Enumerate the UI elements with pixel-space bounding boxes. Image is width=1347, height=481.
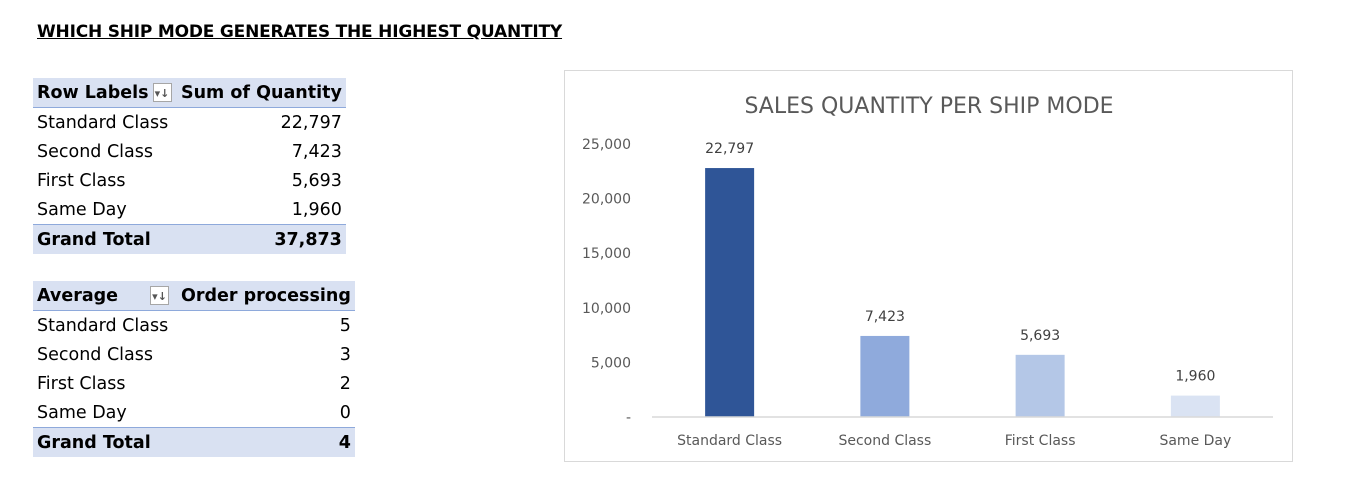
order-processing-header: Order processing [177,281,355,311]
page-heading: WHICH SHIP MODE GENERATES THE HIGHEST QU… [37,22,563,42]
grand-total-row: Grand Total 37,873 [33,224,346,254]
y-tick-label: 5,000 [591,355,631,371]
data-label: 5,693 [1020,328,1060,344]
data-label: 7,423 [865,309,905,325]
y-tick-label: 15,000 [582,246,631,262]
bar-first-class[interactable] [1015,354,1065,417]
bar-standard-class[interactable] [705,168,755,417]
table-row: Same Day 0 [37,402,351,423]
x-tick-label: Standard Class [677,433,782,449]
sort-filter-icon[interactable]: ▾↓ [152,83,172,102]
x-tick-label: Same Day [1159,433,1231,449]
table-row: First Class 2 [37,373,351,394]
average-header: Average ▾↓ [33,281,177,311]
chart-canvas: SALES QUANTITY PER SHIP MODE - 5,000 10,00… [582,94,1273,449]
pivot-header-row: Row Labels ▾↓ Sum of Quantity [33,78,346,108]
sort-filter-icon[interactable]: ▾↓ [150,286,170,305]
pivot-table-processing: Average ▾↓ Order processing Standard Clas… [33,281,355,457]
sum-quantity-header: Sum of Quantity [177,78,346,108]
table-row: Same Day 1,960 [37,199,342,220]
y-tick-label: - [626,410,631,426]
bar-chart[interactable]: SALES QUANTITY PER SHIP MODE - 5,000 10,00… [564,70,1293,462]
grand-total-row: Grand Total 4 [33,427,355,457]
x-tick-label: Second Class [838,433,931,449]
table-row: Second Class 7,423 [37,141,342,162]
chart-title: SALES QUANTITY PER SHIP MODE [744,94,1113,119]
y-tick-label: 20,000 [582,192,631,208]
y-tick-label: 25,000 [582,137,631,153]
table-row: Standard Class 22,797 [37,112,342,133]
bar-second-class[interactable] [860,335,910,417]
table-row: Second Class 3 [37,344,351,365]
table-row: Standard Class 5 [37,315,351,336]
data-label: 1,960 [1175,369,1215,385]
data-label: 22,797 [705,141,754,157]
pivot-header-row: Average ▾↓ Order processing [33,281,355,311]
bar-same-day[interactable] [1170,395,1220,417]
row-labels-header: Row Labels ▾↓ [33,78,177,108]
y-tick-label: 10,000 [582,301,631,317]
table-row: First Class 5,693 [37,170,342,191]
pivot-table-quantity: Row Labels ▾↓ Sum of Quantity Standard Cl… [33,78,346,254]
x-tick-label: First Class [1005,433,1076,449]
